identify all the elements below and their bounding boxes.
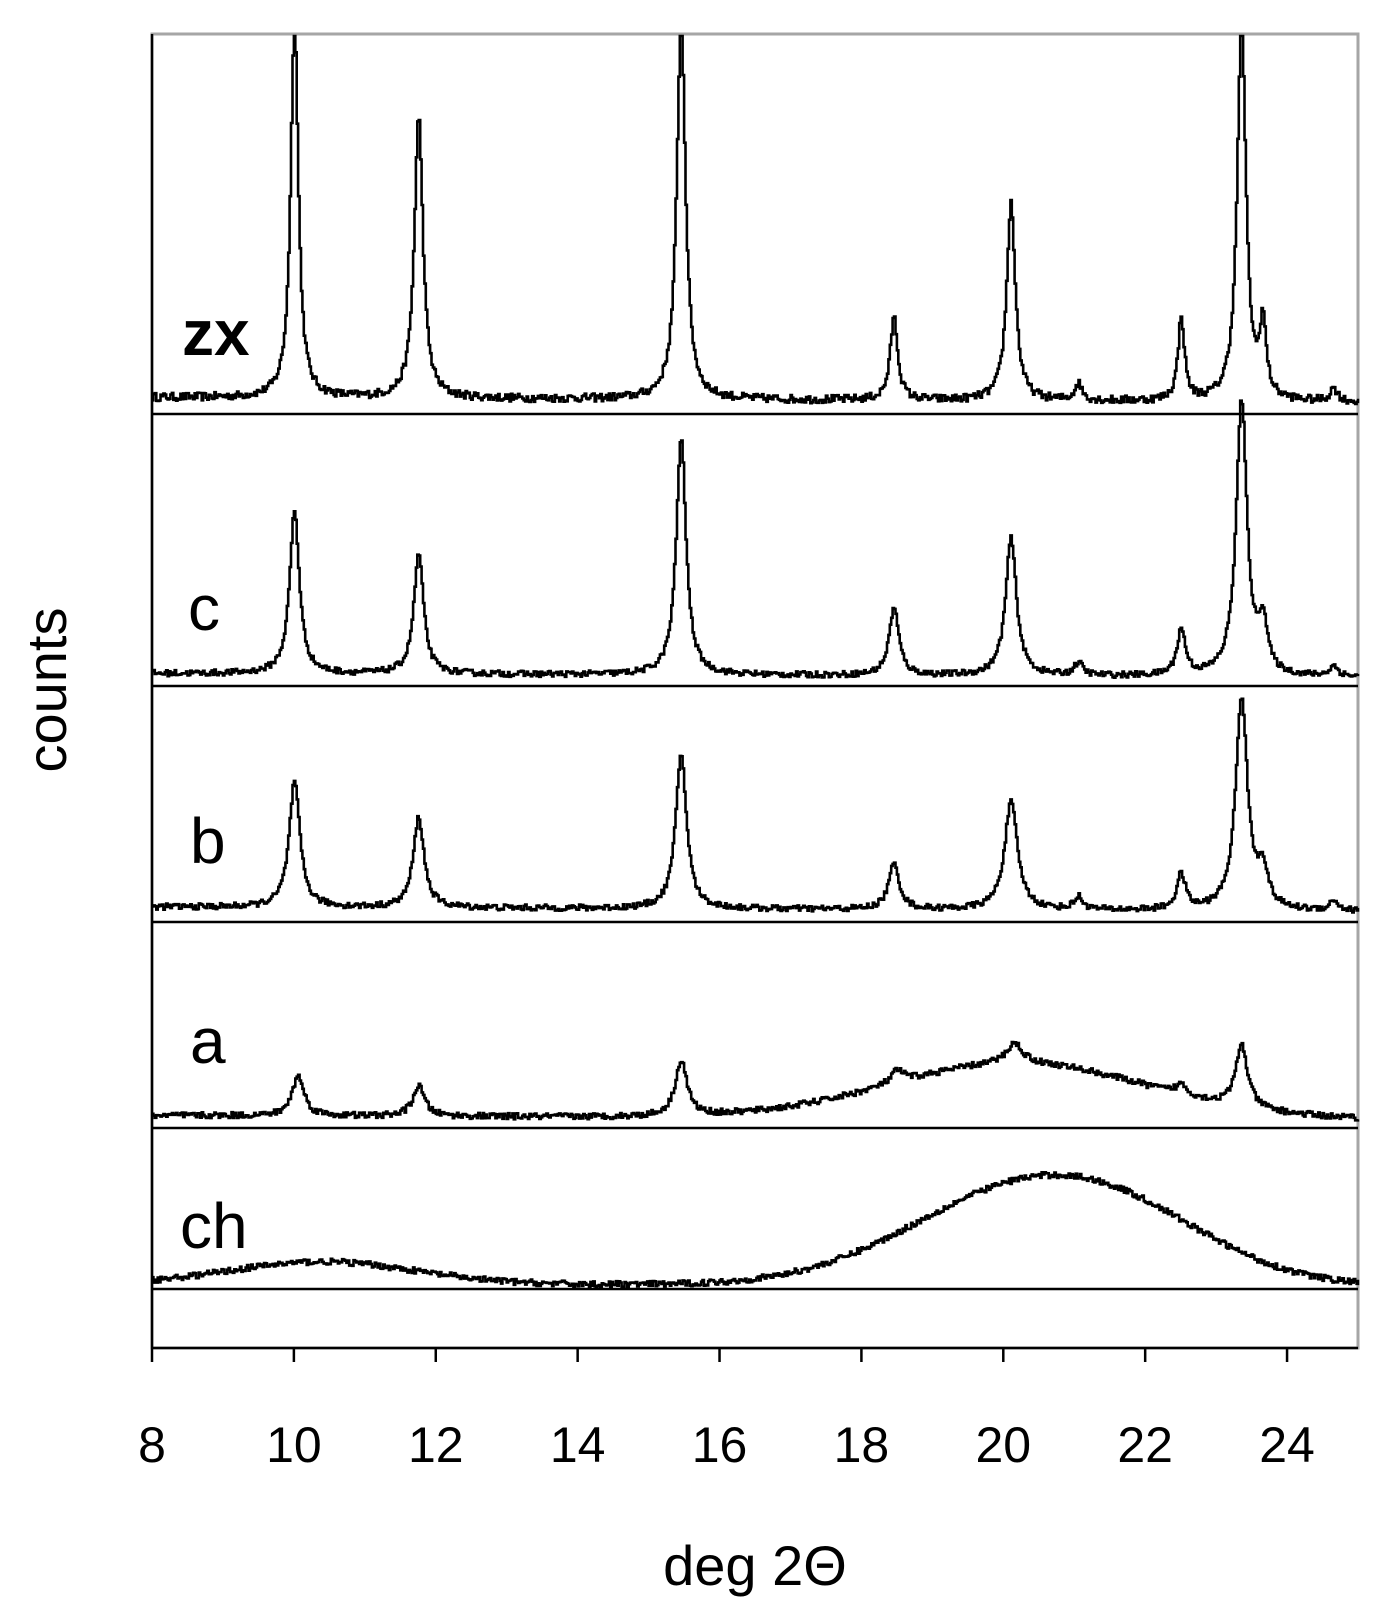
trace-zx (152, 34, 1360, 406)
trace-labels: zx c b a ch (180, 297, 250, 1262)
trace-label-ch: ch (180, 1190, 248, 1262)
trace-c (152, 399, 1360, 679)
diffraction-traces (152, 34, 1360, 1289)
x-tick-label: 24 (1259, 1417, 1315, 1473)
trace-label-c: c (188, 572, 220, 644)
x-tick-label: 22 (1117, 1417, 1173, 1473)
trace-label-a: a (190, 1005, 226, 1077)
trace-ch (152, 1171, 1360, 1289)
x-tick-label: 10 (266, 1417, 322, 1473)
trace-a (152, 1040, 1360, 1122)
x-tick-label: 20 (975, 1417, 1031, 1473)
x-axis-tick-labels: 8 10 12 14 16 18 20 22 24 (138, 1417, 1315, 1473)
x-tick-label: 12 (408, 1417, 464, 1473)
x-tick-label: 14 (550, 1417, 606, 1473)
trace-label-zx: zx (182, 297, 250, 369)
trace-baselines (152, 412, 1358, 1291)
y-axis-title: counts (15, 608, 78, 773)
x-tick-label: 8 (138, 1417, 166, 1473)
trace-b (152, 697, 1360, 914)
plot-frame (150, 32, 1360, 1350)
x-axis-title: deg 2Θ (663, 1534, 847, 1597)
x-axis-ticks (150, 1348, 1289, 1362)
x-tick-label: 16 (692, 1417, 748, 1473)
x-tick-label: 18 (834, 1417, 890, 1473)
trace-label-b: b (190, 805, 226, 877)
